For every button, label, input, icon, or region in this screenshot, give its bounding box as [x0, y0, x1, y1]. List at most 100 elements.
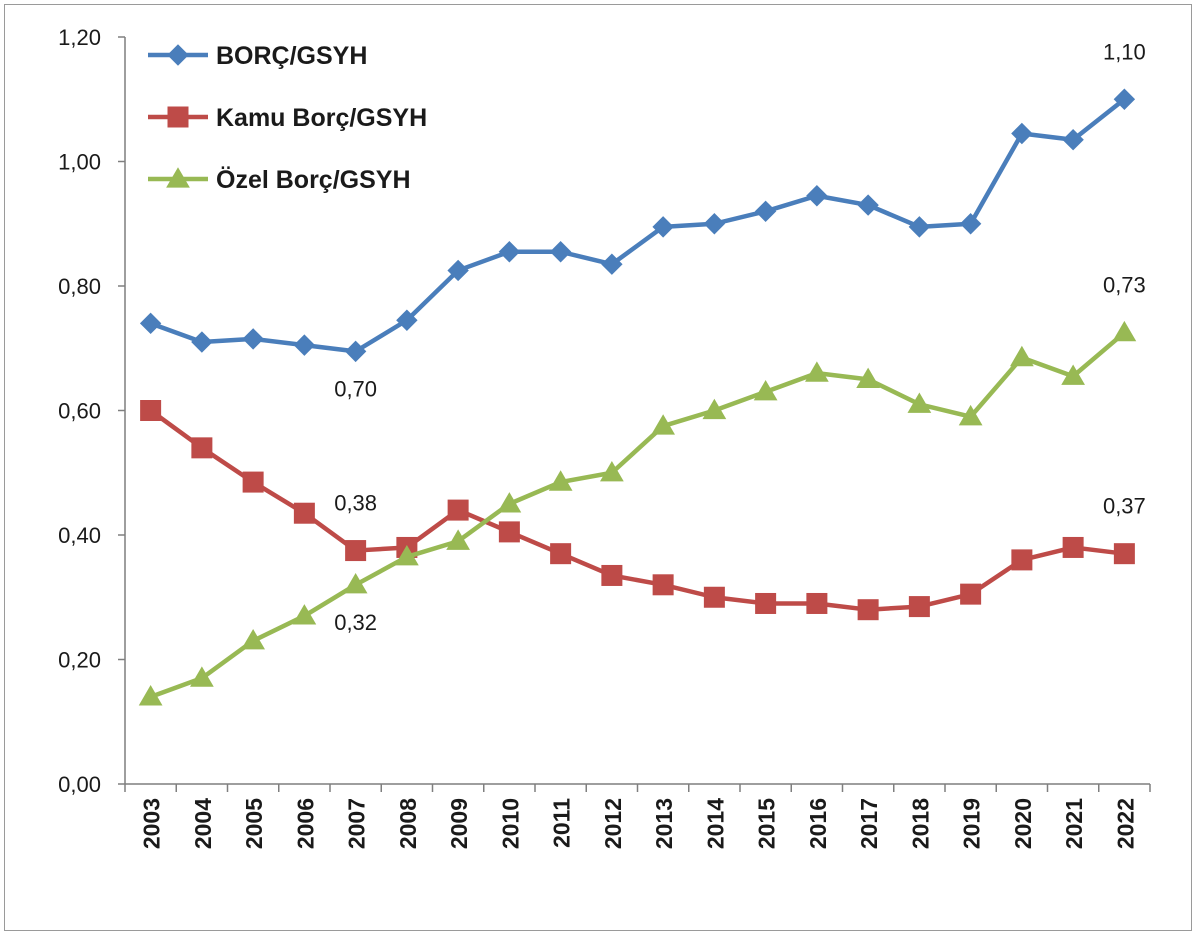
data-point: [550, 543, 572, 565]
series-2: [140, 400, 1135, 621]
x-tick-label: 2012: [600, 798, 626, 849]
data-point: [498, 241, 521, 263]
x-tick-label: 2011: [549, 798, 575, 848]
data-point: [191, 437, 213, 459]
y-tick-label: 0,00: [58, 772, 101, 797]
x-tick-label: 2006: [292, 798, 318, 849]
data-point: [497, 492, 522, 513]
data-point: [908, 596, 930, 618]
x-tick-label: 2013: [651, 798, 677, 849]
legend-label: BORÇ/GSYH: [216, 42, 367, 70]
data-point: [908, 216, 931, 238]
x-tick-label: 2021: [1061, 798, 1087, 849]
data-point: [242, 328, 264, 350]
data-point: [652, 216, 674, 238]
data-point: [806, 592, 828, 614]
legend-marker: [167, 44, 189, 66]
data-point: [344, 340, 367, 363]
data-point: [1112, 320, 1137, 342]
annotations: 1,10 0,70 0,73 0,38 0,32 0,37: [334, 39, 1146, 635]
data-point: [293, 334, 316, 356]
legend: BORÇ/GSYH Kamu Borç/GSYH Özel Borç/GSYH: [148, 42, 427, 194]
y-tick-label: 1,20: [58, 25, 101, 50]
data-point: [806, 185, 828, 207]
series-1: [139, 88, 1136, 363]
x-tick-label: 2017: [856, 798, 882, 849]
data-point: [242, 471, 264, 493]
data-point: [960, 583, 982, 605]
x-tick-label: 2008: [395, 798, 421, 849]
data-point: [446, 529, 470, 550]
data-point: [140, 400, 162, 421]
data-point: [857, 194, 879, 216]
x-tick-label: 2005: [241, 798, 267, 849]
y-tick-label: 0,60: [58, 399, 101, 424]
data-point: [753, 380, 778, 401]
data-point: [703, 213, 726, 235]
legend-marker: [167, 106, 189, 128]
data-point: [293, 502, 315, 524]
data-point: [498, 521, 520, 543]
data-label: 0,32: [334, 610, 377, 635]
data-label: 0,38: [334, 491, 377, 516]
data-point: [601, 564, 623, 586]
chart-frame: [4, 4, 1192, 931]
x-tick-label: 2015: [754, 798, 780, 849]
x-tick-label: 2022: [1112, 798, 1138, 849]
data-point: [1011, 549, 1033, 571]
data-point: [600, 460, 624, 482]
legend-item-2: Kamu Borç/GSYH: [148, 104, 427, 132]
legend-item-1: BORÇ/GSYH: [148, 42, 367, 70]
legend-marker: [166, 167, 190, 188]
legend-item-3: Özel Borç/GSYH: [148, 165, 411, 194]
data-point: [1062, 129, 1084, 151]
x-tick-label: 2016: [805, 798, 831, 849]
series-layer: [138, 88, 1137, 706]
x-tick-label: 2010: [497, 798, 523, 849]
data-point: [1010, 345, 1034, 367]
data-point: [1113, 88, 1136, 110]
data-point: [395, 544, 419, 566]
data-point: [396, 309, 418, 331]
data-point: [1011, 122, 1033, 145]
data-point: [703, 586, 725, 608]
data-point: [1061, 364, 1085, 385]
legend-label: Kamu Borç/GSYH: [216, 104, 427, 132]
data-point: [651, 414, 675, 435]
x-tick-label: 2009: [446, 798, 472, 849]
data-label: 0,73: [1103, 273, 1146, 298]
data-point: [907, 392, 932, 413]
x-tick-label: 2007: [344, 798, 370, 849]
data-point: [755, 592, 777, 614]
data-label: 0,37: [1103, 494, 1146, 519]
data-point: [1062, 536, 1084, 558]
x-tick-label: 2004: [190, 798, 216, 849]
series-line: [149, 330, 1126, 699]
x-tick-label: 2019: [959, 798, 985, 849]
data-point: [601, 253, 623, 275]
data-point: [549, 241, 572, 263]
data-point: [190, 666, 214, 687]
data-point: [959, 213, 982, 235]
data-point: [241, 629, 265, 650]
y-tick-label: 0,20: [58, 648, 101, 673]
data-point: [856, 367, 880, 388]
series-3: [138, 320, 1137, 706]
data-point: [805, 361, 829, 382]
data-point: [548, 470, 573, 491]
data-point: [139, 312, 162, 335]
x-tick-label: 2018: [907, 798, 933, 849]
data-point: [345, 540, 367, 562]
data-label: 1,10: [1103, 39, 1146, 64]
data-point: [1113, 543, 1135, 565]
y-tick-label: 0,80: [58, 274, 101, 299]
data-point: [702, 398, 727, 420]
data-point: [138, 685, 163, 706]
data-point: [652, 574, 674, 596]
legend-label: Özel Borç/GSYH: [216, 165, 411, 194]
data-point: [857, 599, 879, 621]
y-tick-label: 1,00: [58, 150, 101, 175]
x-tick-label: 2014: [702, 798, 728, 849]
axes: 0,00 0,20 0,40 0,60 0,80 1,00 1,20 2003 2004 2005…: [58, 25, 1151, 849]
data-point: [447, 259, 469, 282]
